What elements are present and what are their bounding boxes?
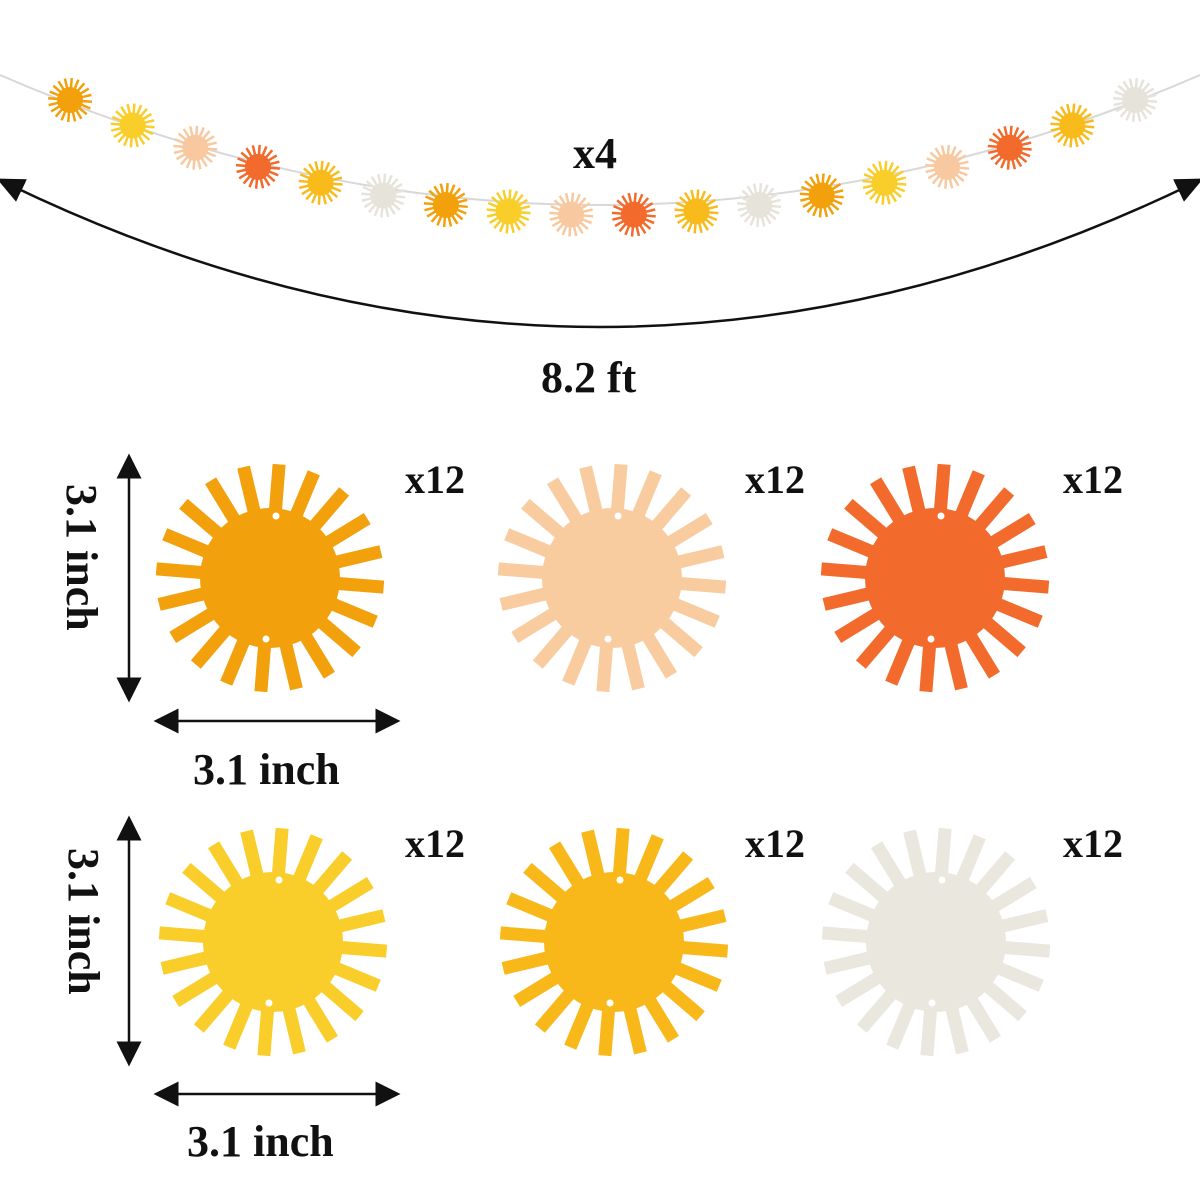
height-label-row2: 3.1 inch	[59, 848, 108, 995]
garland-sun	[1050, 103, 1095, 148]
count-golden-sun: x12	[745, 821, 805, 866]
lemon-sun	[158, 827, 388, 1057]
count-red-orange-sun: x12	[1063, 457, 1123, 502]
count-peach-sun: x12	[745, 457, 805, 502]
peach-sun	[497, 463, 727, 693]
garland-sun	[1112, 77, 1158, 123]
count-lemon-sun: x12	[405, 821, 465, 866]
ivory-sun	[821, 827, 1051, 1057]
length-arc-arrow	[0, 178, 1200, 329]
width-label-row1: 3.1 inch	[193, 745, 340, 794]
count-ivory-sun: x12	[1063, 821, 1123, 866]
garland-sun	[110, 103, 155, 148]
garland-sun	[173, 125, 218, 170]
width-label-row2: 3.1 inch	[187, 1117, 334, 1166]
count-orange-sun: x12	[405, 457, 465, 502]
garland-length-label: 8.2 ft	[541, 353, 637, 402]
orange-sun	[155, 463, 385, 693]
height-label-row1: 3.1 inch	[57, 484, 106, 631]
garland-sun	[611, 192, 656, 237]
golden-sun	[499, 827, 729, 1057]
garland-sun	[47, 77, 93, 123]
garland-quantity-label: x4	[573, 129, 617, 178]
garland-sun	[987, 125, 1032, 170]
garland-sun	[549, 192, 594, 237]
red-orange-sun	[820, 463, 1050, 693]
